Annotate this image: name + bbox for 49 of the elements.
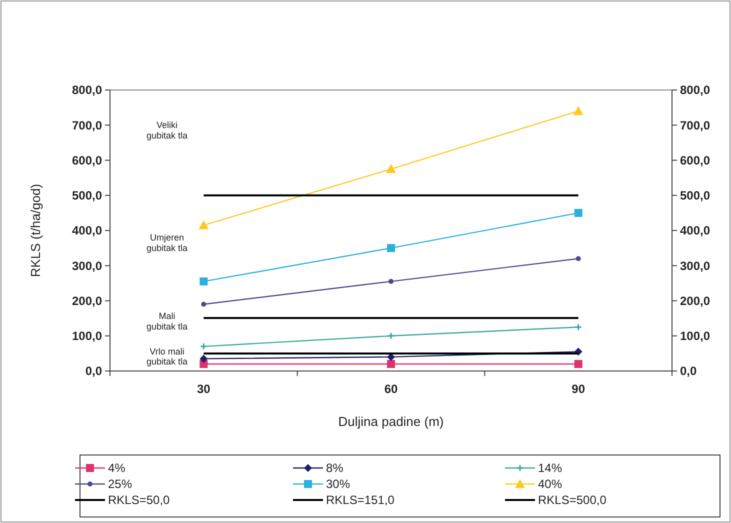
point bbox=[573, 106, 584, 116]
y-tick-label: 0,0 bbox=[85, 364, 102, 378]
y2-tick-label: 800,0 bbox=[680, 83, 710, 98]
point bbox=[201, 302, 206, 307]
point bbox=[574, 360, 582, 368]
x-tick-label: 30 bbox=[196, 382, 211, 396]
y2-tick-label: 700,0 bbox=[680, 118, 710, 132]
x-tick-label: 90 bbox=[572, 382, 586, 396]
y2-tick-label: 0,0 bbox=[680, 364, 698, 378]
annotation: Veliki gubitak tla bbox=[146, 120, 188, 140]
y2-tick-label: 100,0 bbox=[680, 329, 710, 344]
y-tick-label: 600,0 bbox=[72, 153, 102, 168]
legend-label: 4% bbox=[108, 461, 126, 476]
legend-label: 40% bbox=[538, 477, 562, 492]
annotation: Vrlo mali gubitak tla bbox=[146, 346, 188, 367]
x-tick-label: 60 bbox=[384, 382, 398, 396]
legend-label: 30% bbox=[326, 477, 350, 492]
point bbox=[387, 360, 395, 368]
y2-tick-label: 300,0 bbox=[680, 258, 710, 273]
y-tick-label: 100,0 bbox=[72, 329, 102, 344]
point bbox=[200, 354, 208, 363]
y-tick-label: 200,0 bbox=[72, 294, 102, 308]
point bbox=[388, 278, 394, 284]
point bbox=[386, 164, 396, 174]
point bbox=[387, 332, 395, 340]
y-tick-label: 800,0 bbox=[72, 83, 102, 98]
legend-label: 8% bbox=[326, 461, 344, 476]
y-tick-label: 500,0 bbox=[72, 188, 102, 203]
legend-label: RKLS=500,0 bbox=[538, 493, 607, 508]
y-tick-label: 400,0 bbox=[72, 224, 102, 238]
point bbox=[387, 244, 395, 252]
legend-label: 14% bbox=[538, 461, 562, 476]
point bbox=[576, 256, 581, 262]
legend-label: RKLS=151,0 bbox=[326, 493, 395, 508]
y2-tick-label: 500,0 bbox=[680, 188, 710, 203]
legend-label: RKLS=50,0 bbox=[108, 493, 170, 508]
y2-tick-label: 400,0 bbox=[680, 224, 710, 238]
point bbox=[574, 208, 582, 217]
point bbox=[198, 220, 209, 230]
annotation: Mali gubitak tla bbox=[146, 311, 188, 332]
y-axis-title: RKLS (t/ha/god) bbox=[28, 184, 43, 278]
point bbox=[200, 277, 208, 286]
annotation: Umjeren gubitak tla bbox=[146, 232, 188, 253]
x-axis-title: Duljina padine (m) bbox=[338, 414, 444, 429]
y-tick-label: 700,0 bbox=[72, 118, 102, 132]
y2-tick-label: 200,0 bbox=[680, 294, 710, 308]
y2-tick-label: 600,0 bbox=[680, 153, 710, 168]
y-tick-label: 300,0 bbox=[72, 258, 102, 273]
legend-label: 25% bbox=[108, 477, 132, 492]
